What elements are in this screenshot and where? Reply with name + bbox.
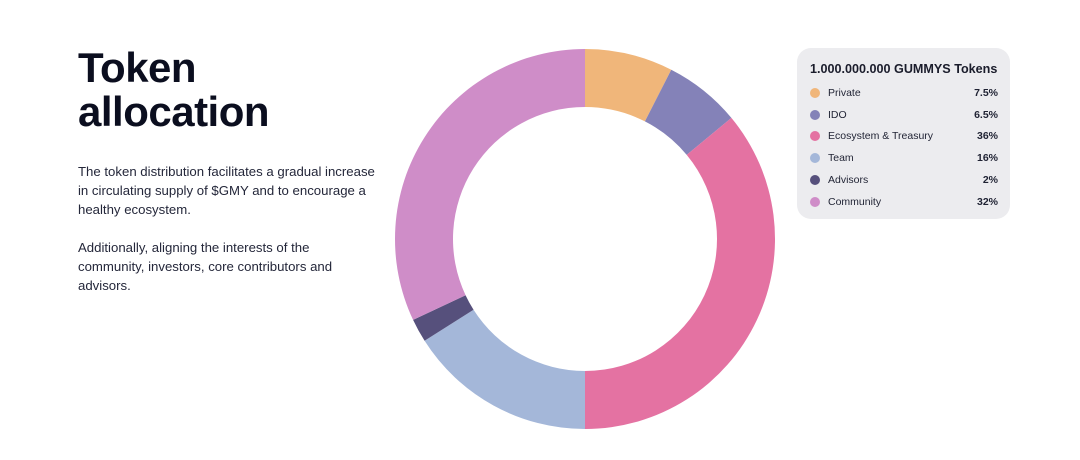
legend-swatch-team — [810, 153, 820, 164]
legend-swatch-ido — [810, 109, 820, 120]
legend-item-private: Private 7.5% — [810, 82, 998, 104]
legend-item-ido: IDO 6.5% — [810, 104, 998, 126]
legend-label: Team — [828, 152, 854, 165]
legend-item-advisors: Advisors 2% — [810, 169, 998, 191]
legend-value: 16% — [976, 152, 998, 165]
legend-value: 36% — [976, 130, 998, 143]
legend-label: Community — [828, 195, 882, 208]
legend-value: 6.5% — [974, 108, 998, 121]
legend-item-community: Community 32% — [810, 191, 998, 213]
legend-value: 2% — [982, 174, 998, 187]
legend-title: 1.000.000.000 GUMMYS Tokens — [810, 62, 998, 76]
legend-label: IDO — [828, 108, 847, 121]
page-title-line1: Token — [78, 44, 197, 91]
legend-swatch-advisors — [810, 175, 820, 186]
legend-label: Advisors — [828, 174, 869, 187]
legend-label: Ecosystem & Treasury — [828, 130, 934, 143]
legend-swatch-private — [810, 87, 820, 98]
legend-swatch-community — [810, 196, 820, 207]
legend-label: Private — [828, 86, 861, 99]
legend-item-team: Team 16% — [810, 147, 998, 169]
page-title: Token allocation — [78, 46, 378, 134]
description-paragraph-1: The token distribution facilitates a gra… — [78, 164, 375, 217]
intro-section: Token allocation The token distribution … — [78, 46, 378, 308]
legend-swatch-ecosystem-treasury — [810, 131, 820, 142]
chart-legend: 1.000.000.000 GUMMYS Tokens Private 7.5%… — [797, 48, 1010, 219]
donut-slice-ecosystem-treasury — [585, 117, 775, 430]
donut-slice-private — [585, 49, 672, 122]
donut-slice-team — [424, 309, 585, 429]
donut-chart-svg — [394, 49, 775, 430]
legend-value: 32% — [976, 195, 998, 208]
legend-value: 7.5% — [974, 86, 998, 99]
legend-item-ecosystem-treasury: Ecosystem & Treasury 36% — [810, 126, 998, 148]
page-title-line2: allocation — [78, 88, 270, 135]
donut-slice-ido — [644, 69, 732, 155]
token-allocation-donut-chart — [392, 46, 778, 432]
donut-slice-community — [394, 49, 585, 320]
donut-slice-advisors — [413, 295, 474, 341]
description-paragraph-2: Additionally, aligning the interests of … — [78, 240, 333, 293]
